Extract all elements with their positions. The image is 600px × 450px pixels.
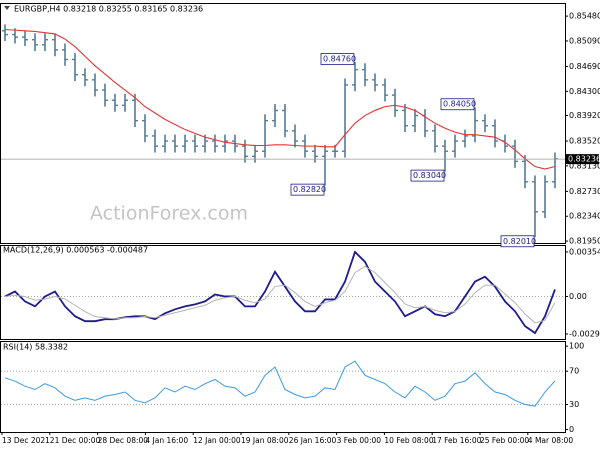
x-tick-label: 4 Mar 08:00	[528, 436, 574, 445]
y-tick-label: 0.84300	[569, 87, 600, 96]
y-tick-label: 0.83130	[569, 161, 600, 170]
x-tick-label: 19 Jan 08:00	[241, 436, 289, 445]
line	[4, 265, 556, 324]
y-tick-label: 0.81950	[569, 237, 600, 246]
macd-panel	[0, 245, 566, 340]
y-tick-label: 100	[569, 342, 584, 351]
line	[4, 28, 556, 170]
x-tick-label: 28 Dec 08:00	[98, 436, 149, 445]
x-tick-label: 25 Feb 00:00	[480, 436, 529, 445]
annotation-box	[410, 169, 445, 182]
rsi-title: RSI(14) 58.3382	[3, 343, 68, 352]
macd-title: MACD(12,26,9) 0.000563 -0.000487	[3, 246, 148, 255]
annotation-box	[440, 98, 475, 111]
x-tick-label: 4 Jan 16:00	[145, 436, 188, 445]
last-price-label: 0.83236	[568, 155, 600, 164]
annotation-box	[320, 53, 355, 65]
collapse-icon	[4, 6, 10, 10]
x-tick-label: 17 Feb 16:00	[432, 436, 481, 445]
chart-title: EURGBP,H4 0.83218 0.83255 0.83165 0.8323…	[14, 5, 203, 14]
annotation-label: 0.83040	[413, 171, 446, 180]
y-tick-label: 0.83920	[569, 111, 600, 120]
y-tick-label: 30	[569, 400, 579, 409]
y-tick-label: 0.82340	[569, 212, 600, 221]
y-tick-label: 70	[569, 367, 579, 376]
last-price-box	[566, 154, 599, 165]
line	[4, 250, 556, 335]
annotation-box	[500, 235, 535, 248]
x-tick-label: 26 Jan 16:00	[289, 436, 337, 445]
annotation-label: 0.82820	[293, 185, 326, 194]
y-tick-label: 0.82730	[569, 187, 600, 196]
y-tick-label: 0.85090	[569, 36, 600, 45]
x-tick-label: 21 Dec 00:00	[50, 436, 101, 445]
line	[4, 360, 556, 407]
y-tick-label: 0.83520	[569, 137, 600, 146]
y-tick-label: 0.00	[569, 292, 587, 301]
x-tick-label: 12 Jan 00:00	[193, 436, 241, 445]
y-tick-label: 0	[569, 425, 574, 434]
x-tick-label: 13 Dec 2021	[2, 436, 50, 445]
x-tick-label: 10 Feb 08:00	[384, 436, 433, 445]
watermark: ActionForex.com	[90, 203, 248, 225]
annotation-label: 0.84760	[323, 54, 356, 63]
y-tick-label: 0.84690	[569, 62, 600, 71]
annotation-box	[290, 183, 325, 196]
y-tick-label: 0.003548	[569, 247, 600, 256]
rsi-panel	[0, 341, 566, 433]
price-panel	[0, 3, 566, 244]
annotation-label: 0.84050	[443, 100, 476, 109]
annotation-label: 0.82010	[503, 237, 536, 246]
x-tick-label: 3 Feb 00:00	[337, 436, 382, 445]
y-tick-label: -0.002992	[569, 330, 600, 339]
y-tick-label: 0.85480	[569, 12, 600, 21]
